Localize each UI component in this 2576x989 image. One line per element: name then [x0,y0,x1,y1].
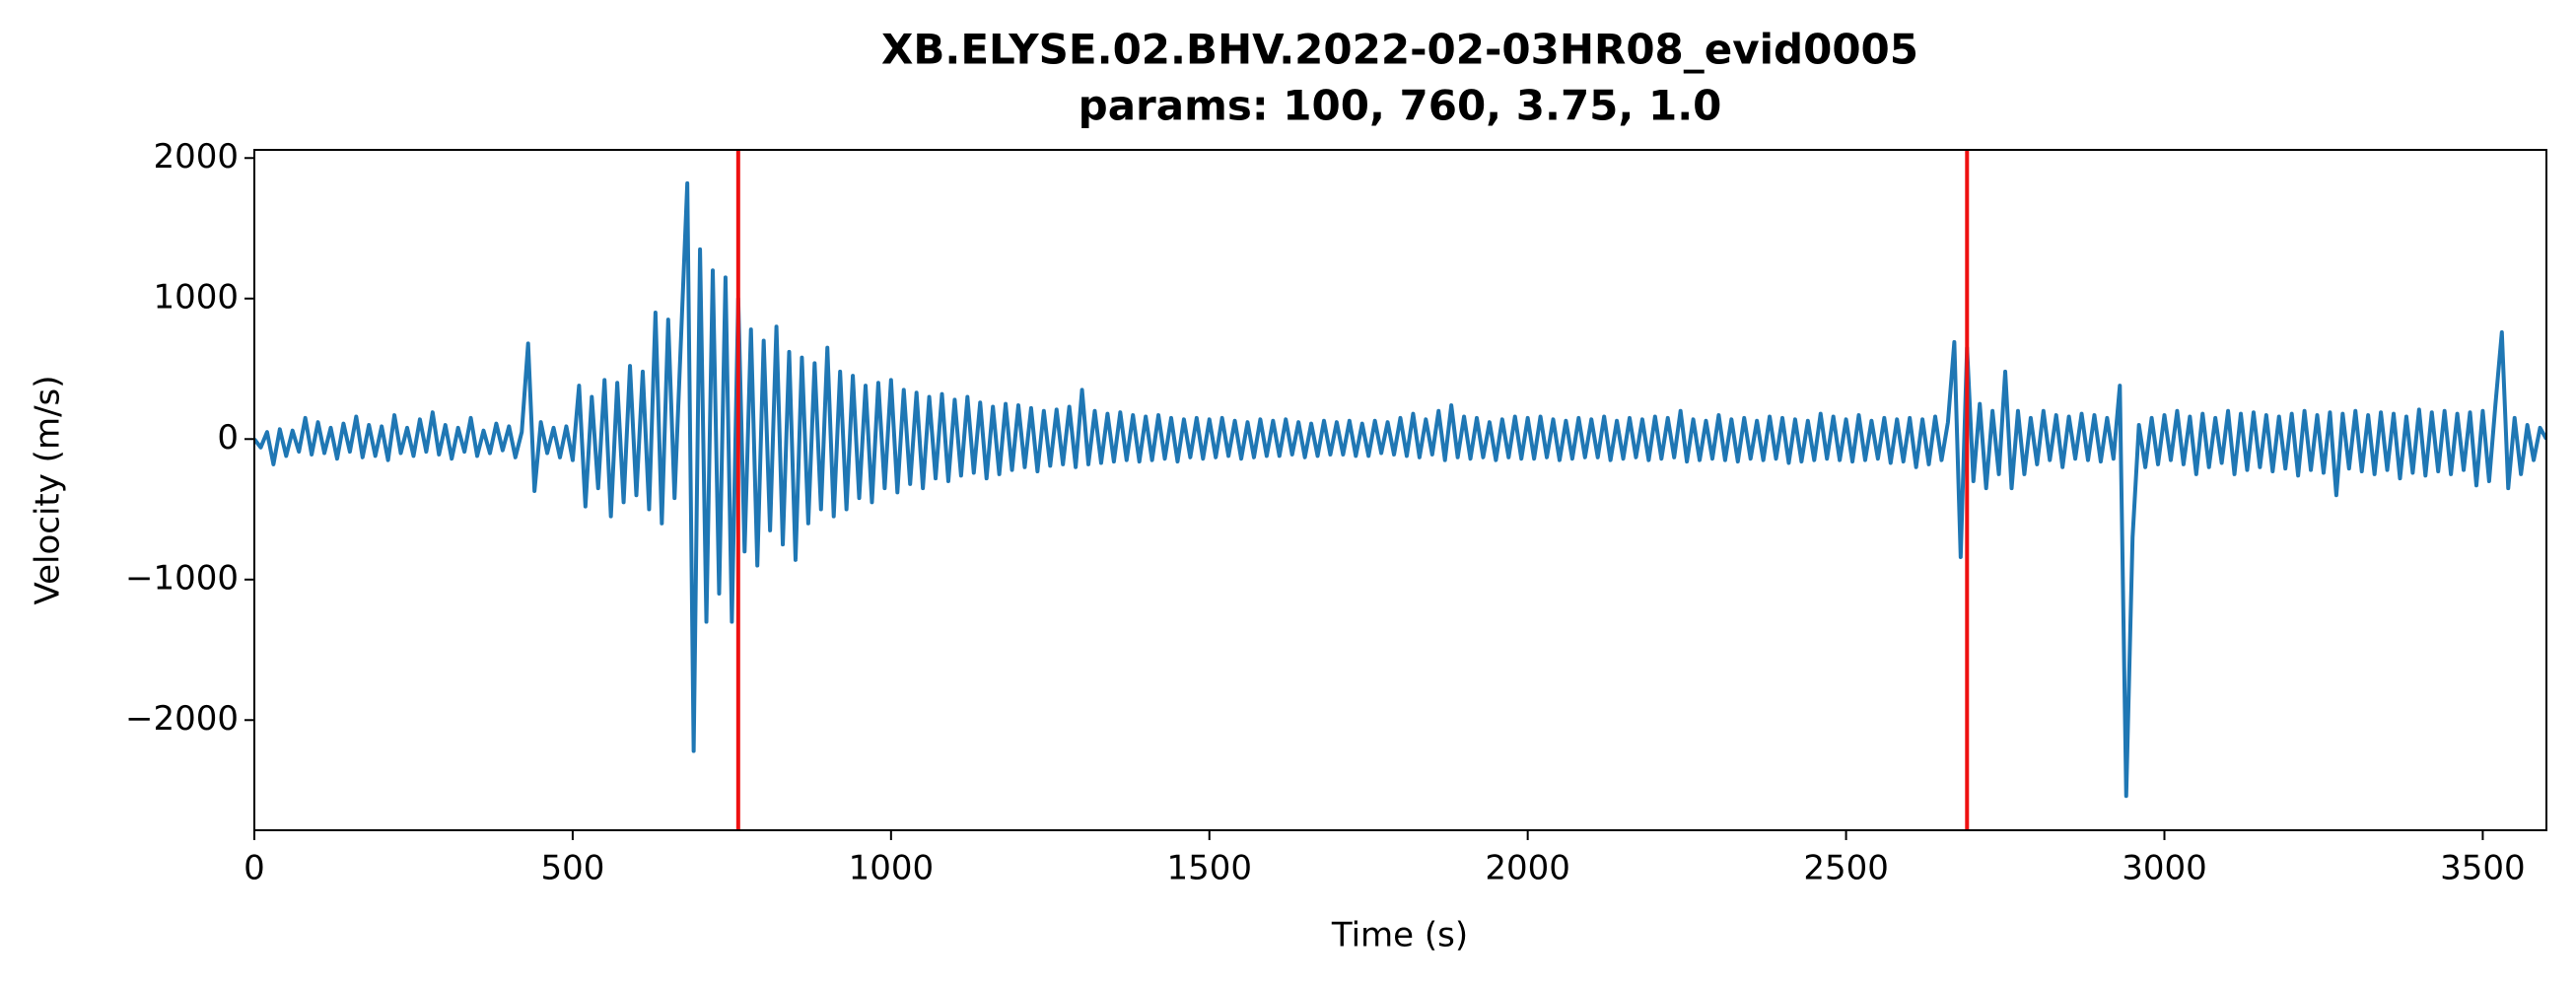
chart-subtitle: params: 100, 760, 3.75, 1.0 [1079,82,1722,130]
x-tick-label: 3000 [2122,849,2207,888]
y-tick-label: 1000 [153,277,239,317]
x-tick-label: 2500 [1803,849,1889,888]
x-tick-label: 500 [540,849,604,888]
waveform [254,180,2546,799]
chart-title: XB.ELYSE.02.BHV.2022-02-03HR08_evid0005 [881,26,1918,74]
x-tick-label: 2000 [1485,849,1570,888]
x-tick-label: 1000 [849,849,935,888]
y-tick-label: 0 [217,418,239,458]
axes-frame [253,149,2547,831]
plot-area [254,150,2546,830]
y-tick-label: −1000 [125,558,239,598]
y-axis-label: Velocity (m/s) [29,375,68,604]
x-axis-label: Time (s) [1331,916,1468,955]
x-tick-label: 3500 [2440,849,2526,888]
y-tick-label: −2000 [125,699,239,739]
x-tick-label: 1500 [1166,849,1252,888]
y-tick-label: 2000 [153,137,239,177]
x-tick-label: 0 [244,849,265,888]
